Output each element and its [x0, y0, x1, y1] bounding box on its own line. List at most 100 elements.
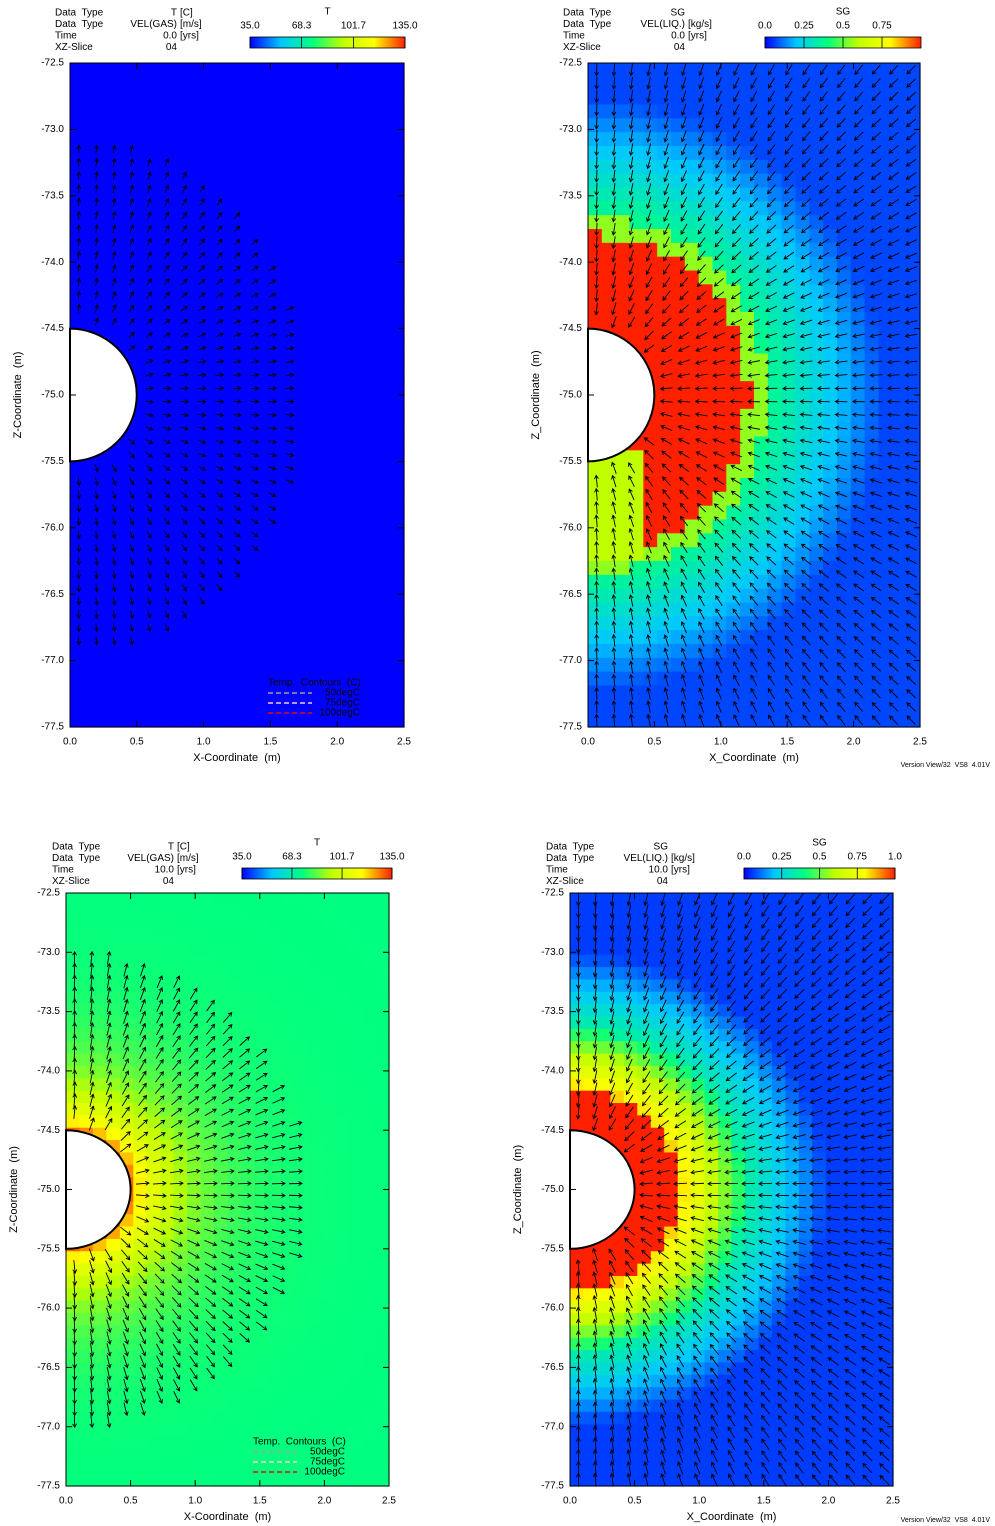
- field-cell: [629, 118, 644, 133]
- field-cell: [837, 685, 852, 700]
- flow-arrow: [180, 491, 188, 498]
- flow-arrow: [285, 306, 295, 311]
- field-cell: [823, 118, 838, 133]
- field-cell: [348, 1127, 363, 1141]
- field-cell: [83, 533, 99, 548]
- field-cell: [601, 104, 617, 119]
- field-cell: [781, 367, 797, 382]
- field-cell: [160, 1424, 175, 1438]
- flow-arrow: [94, 237, 99, 247]
- flow-arrow: [594, 222, 599, 236]
- flow-arrow: [164, 597, 170, 606]
- field-cell: [66, 1313, 81, 1326]
- field-cell: [320, 215, 336, 230]
- field-cell: [754, 63, 769, 78]
- field-cell: [892, 464, 907, 479]
- field-cell: [227, 1127, 242, 1141]
- flow-arrow: [594, 713, 600, 727]
- field-cell: [70, 229, 85, 244]
- field-cell: [348, 1103, 363, 1116]
- flow-arrow: [198, 305, 206, 312]
- flow-arrow: [76, 184, 82, 194]
- field-cell: [588, 561, 603, 576]
- field-cell: [254, 1387, 269, 1401]
- field-cell: [209, 436, 224, 451]
- field-cell: [292, 602, 308, 617]
- field-cell: [878, 270, 893, 285]
- x-tick-label: 0.0: [581, 737, 595, 748]
- colorbar-tick-label: 0.75: [872, 21, 892, 32]
- field-cell: [823, 159, 838, 175]
- field-cell: [767, 173, 783, 189]
- flow-arrow: [111, 464, 117, 473]
- field-cell: [684, 215, 700, 230]
- flow-arrow: [111, 171, 117, 180]
- field-cell: [153, 588, 169, 604]
- field-cell: [754, 270, 769, 285]
- field-cell: [214, 979, 229, 993]
- field-cell: [223, 574, 238, 590]
- field-cell: [139, 478, 155, 493]
- field-cell: [153, 76, 169, 92]
- flow-arrow: [76, 277, 82, 287]
- field-cell: [754, 533, 769, 548]
- colorbar-title: SG: [836, 7, 851, 18]
- field-cell: [712, 713, 727, 728]
- flow-arrow: [129, 610, 135, 619]
- field-cell: [240, 1214, 256, 1228]
- field-cell: [209, 146, 224, 161]
- field-cell: [740, 602, 755, 617]
- field-cell: [320, 450, 336, 465]
- field-cell: [767, 159, 783, 175]
- field-cell: [292, 561, 308, 576]
- field-cell: [237, 395, 252, 410]
- field-cell: [754, 381, 769, 396]
- field-cell: [306, 173, 322, 189]
- field-cell: [335, 1189, 350, 1203]
- field-cell: [146, 1053, 161, 1067]
- field-cell: [119, 1473, 134, 1487]
- field-cell: [209, 602, 224, 617]
- flow-arrow: [215, 426, 225, 431]
- field-cell: [181, 201, 196, 216]
- field-cell: [643, 312, 658, 327]
- field-cell: [837, 395, 852, 410]
- field-cell: [281, 1288, 296, 1302]
- field-cell: [837, 76, 852, 92]
- field-cell: [684, 602, 700, 617]
- field-cell: [335, 1041, 350, 1055]
- field-cell: [850, 312, 866, 327]
- field-cell: [348, 1177, 363, 1191]
- field-cell: [671, 298, 686, 313]
- field-cell: [615, 132, 631, 147]
- field-cell: [671, 561, 686, 576]
- flow-arrow: [233, 252, 241, 259]
- field-cell: [250, 256, 266, 272]
- field-cell: [267, 1140, 282, 1154]
- field-cell: [254, 1325, 269, 1339]
- flow-arrow: [233, 518, 241, 525]
- field-cell: [139, 713, 155, 728]
- field-cell: [70, 63, 85, 78]
- field-cell: [712, 201, 727, 216]
- field-cell: [362, 1313, 377, 1326]
- field-cell: [615, 561, 631, 576]
- flow-arrow: [268, 439, 277, 444]
- field-cell: [671, 146, 686, 161]
- field-cell: [334, 533, 349, 548]
- flow-arrow: [285, 412, 295, 418]
- field-cell: [615, 118, 631, 133]
- field-cell: [70, 76, 85, 92]
- field-cell: [878, 256, 893, 272]
- field-cell: [335, 917, 350, 931]
- field-cell: [200, 1041, 215, 1055]
- field-cell: [684, 187, 700, 202]
- field-cell: [712, 63, 727, 78]
- field-cell: [335, 893, 350, 906]
- field-cell: [320, 671, 336, 687]
- field-cell: [106, 1238, 121, 1252]
- field-cell: [837, 215, 852, 230]
- field-cell: [671, 395, 686, 410]
- field-cell: [823, 132, 838, 147]
- field-cell: [278, 173, 294, 189]
